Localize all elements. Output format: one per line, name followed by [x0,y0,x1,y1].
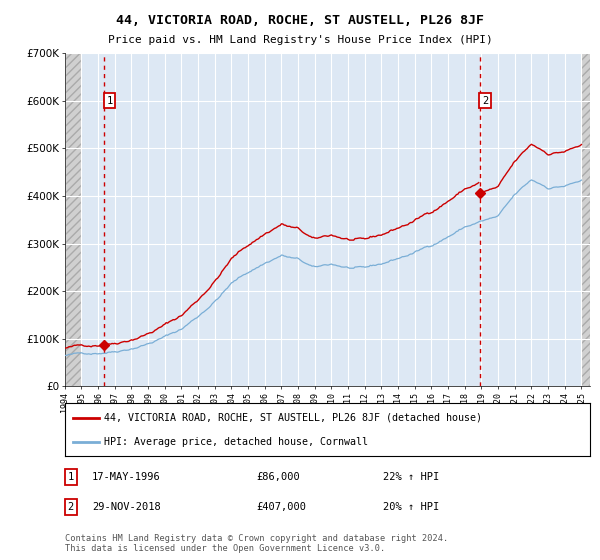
Text: 29-NOV-2018: 29-NOV-2018 [92,502,161,512]
Text: 20% ↑ HPI: 20% ↑ HPI [383,502,439,512]
Text: £86,000: £86,000 [257,472,301,482]
Text: 2: 2 [68,502,74,512]
Text: HPI: Average price, detached house, Cornwall: HPI: Average price, detached house, Corn… [104,437,368,447]
Text: Price paid vs. HM Land Registry's House Price Index (HPI): Price paid vs. HM Land Registry's House … [107,35,493,45]
Text: 1: 1 [68,472,74,482]
Text: Contains HM Land Registry data © Crown copyright and database right 2024.
This d: Contains HM Land Registry data © Crown c… [65,534,448,553]
Bar [581,53,598,386]
Text: 44, VICTORIA ROAD, ROCHE, ST AUSTELL, PL26 8JF: 44, VICTORIA ROAD, ROCHE, ST AUSTELL, PL… [116,14,484,27]
Text: 1: 1 [106,96,113,106]
Bar [65,53,82,386]
Text: 2: 2 [482,96,488,106]
Text: 22% ↑ HPI: 22% ↑ HPI [383,472,439,482]
Text: 17-MAY-1996: 17-MAY-1996 [92,472,161,482]
Text: 44, VICTORIA ROAD, ROCHE, ST AUSTELL, PL26 8JF (detached house): 44, VICTORIA ROAD, ROCHE, ST AUSTELL, PL… [104,413,482,423]
Text: £407,000: £407,000 [257,502,307,512]
